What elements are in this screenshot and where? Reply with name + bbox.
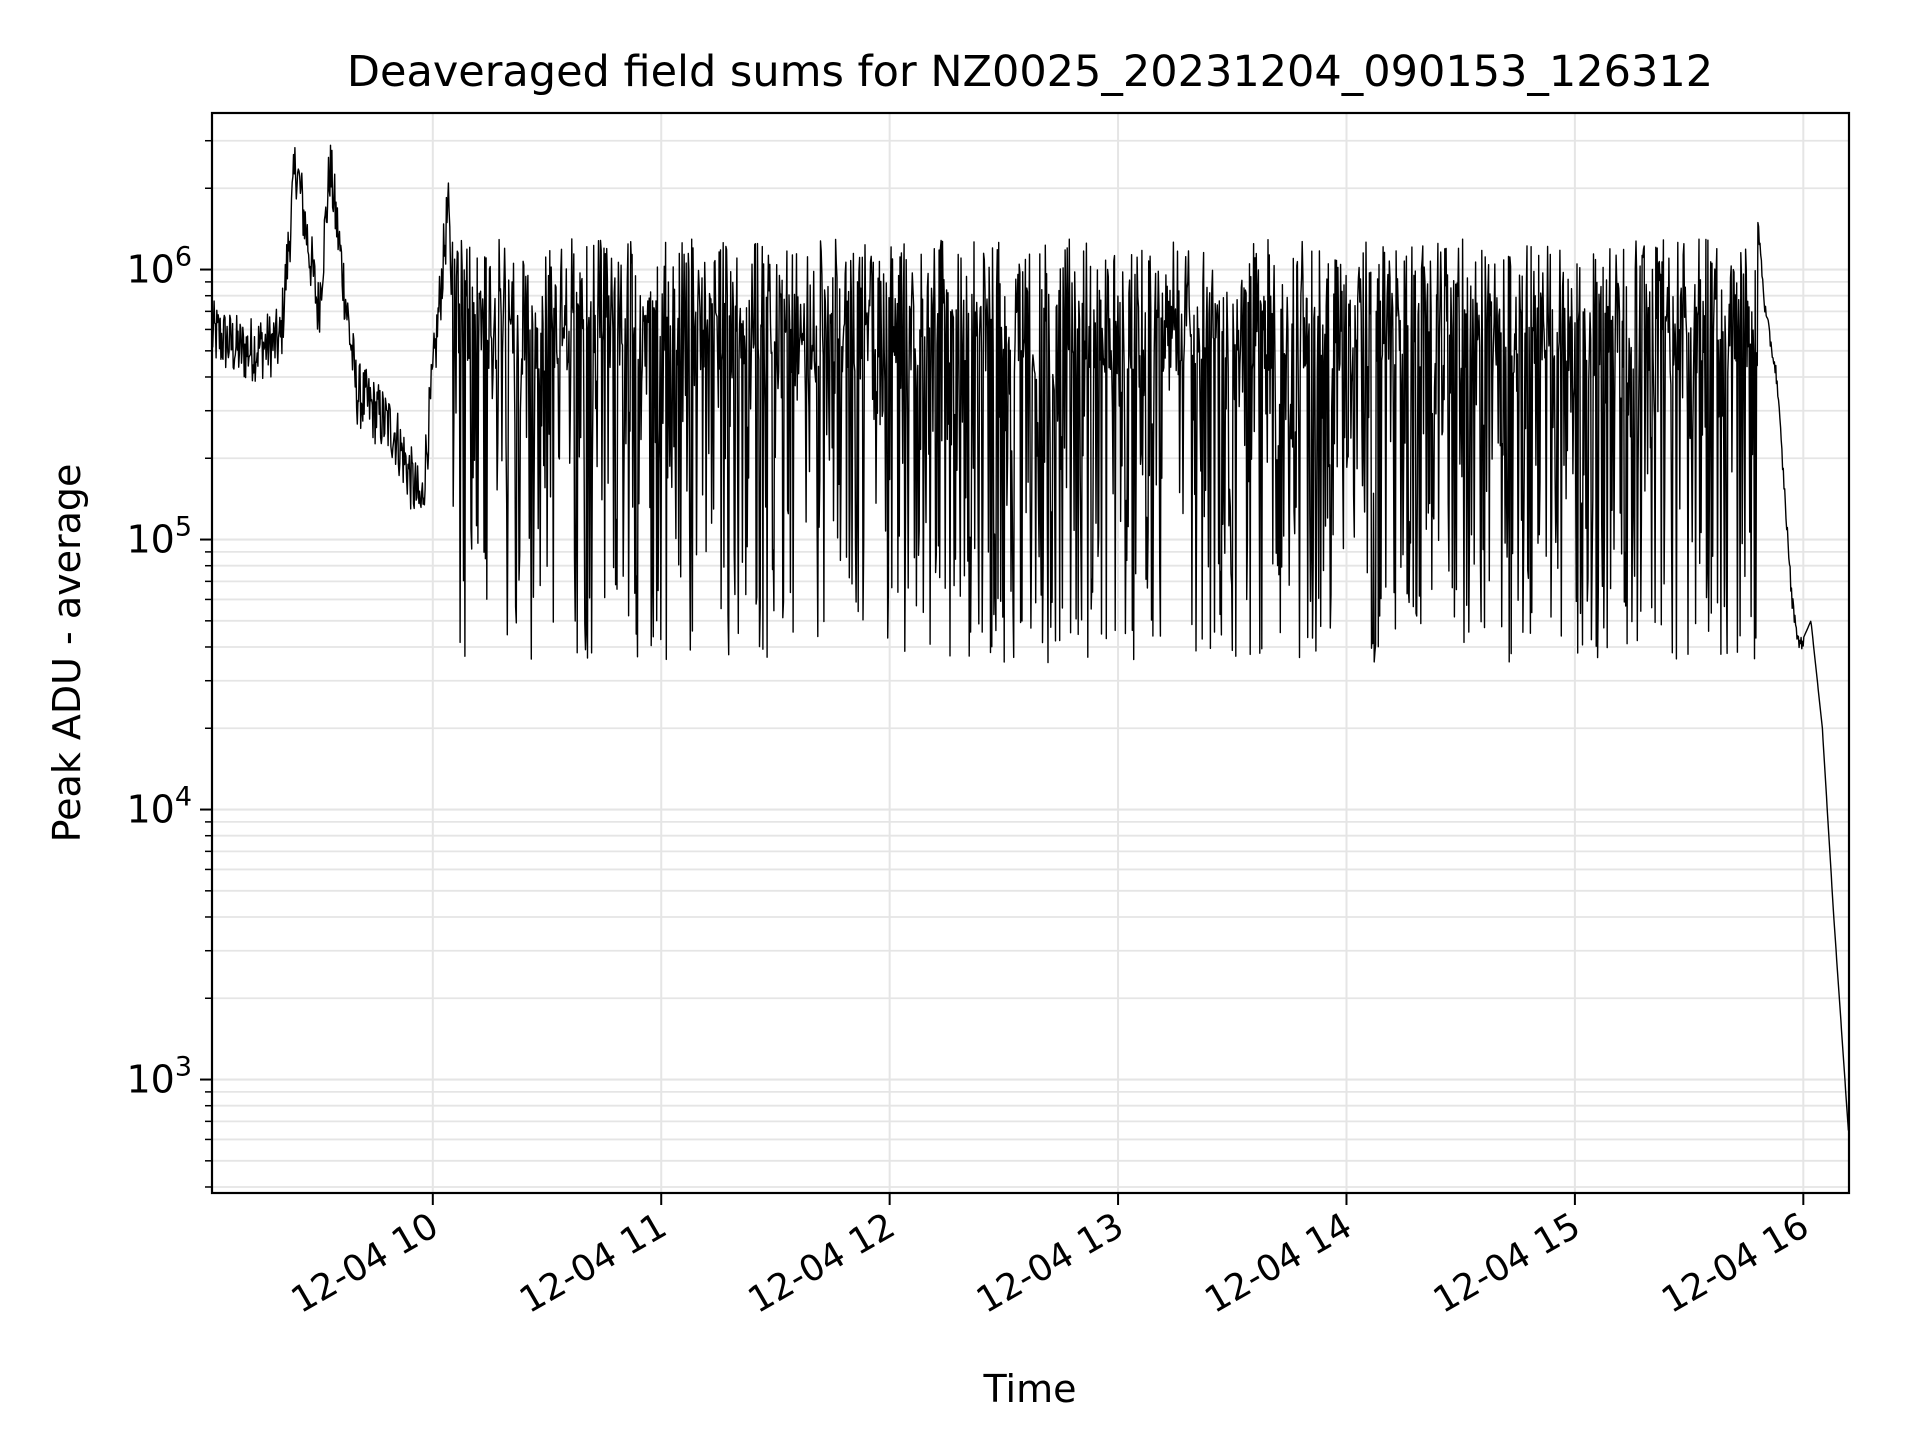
y-tick-label: 105 (126, 512, 192, 562)
x-axis-label: Time (983, 1367, 1077, 1411)
chart-title: Deaveraged field sums for NZ0025_2023120… (347, 47, 1713, 97)
plot-frame (210, 111, 1851, 1195)
y-tick-label: 104 (126, 782, 192, 832)
axis-ticks (200, 139, 1805, 1205)
y-tick-label: 103 (126, 1052, 192, 1102)
y-axis-label: Peak ADU - average (45, 464, 89, 843)
plot-area (211, 144, 1850, 1131)
grid (212, 113, 1849, 1193)
y-tick-label: 106 (126, 242, 192, 292)
series-line (211, 144, 1850, 1131)
